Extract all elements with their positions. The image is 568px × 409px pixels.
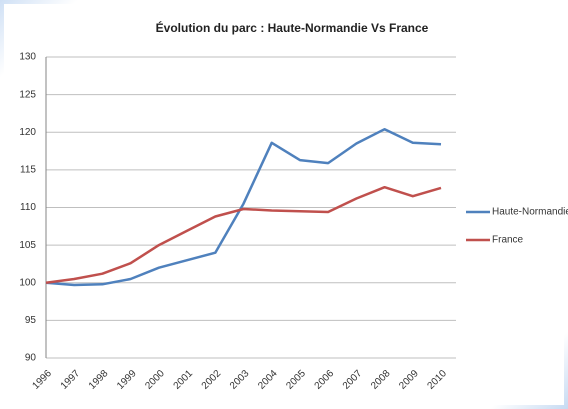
- y-tick-label: 95: [25, 315, 37, 326]
- y-tick-label: 100: [19, 277, 36, 288]
- y-tick-label: 125: [19, 89, 36, 100]
- series-line: [45, 127, 442, 287]
- series-line: [45, 185, 442, 285]
- chart-title: Évolution du parc : Haute-Normandie Vs F…: [156, 20, 429, 35]
- y-tick-label: 110: [20, 202, 36, 213]
- y-tick-label: 130: [19, 52, 36, 63]
- chart-panel: [4, 4, 564, 405]
- legend-label: Haute-Normandie: [492, 207, 568, 218]
- legend-label: France: [492, 235, 524, 246]
- y-tick-label: 90: [25, 353, 37, 364]
- y-tick-label: 120: [19, 127, 36, 138]
- y-tick-label: 115: [20, 165, 36, 176]
- y-tick-label: 105: [19, 240, 36, 251]
